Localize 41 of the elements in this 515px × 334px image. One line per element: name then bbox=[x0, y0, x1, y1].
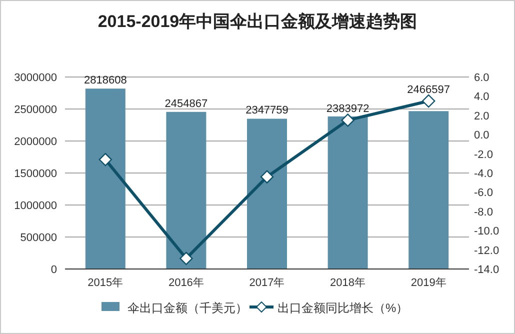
point bbox=[180, 252, 193, 266]
bar bbox=[166, 112, 206, 269]
y2-tick-label: -4.0 bbox=[474, 168, 493, 180]
y2-tick-label: -8.0 bbox=[474, 206, 493, 218]
y2-tick-label: 4.0 bbox=[474, 91, 490, 104]
legend-label: 出口金额同比增长（%） bbox=[278, 301, 408, 315]
data-label: 2466597 bbox=[407, 84, 450, 96]
data-label: 2383972 bbox=[326, 103, 370, 116]
y2-tick-label: 0.0 bbox=[474, 130, 490, 142]
y-tick-label: 0 bbox=[50, 264, 57, 276]
bar bbox=[247, 118, 287, 269]
bar bbox=[408, 111, 449, 269]
point bbox=[260, 170, 274, 184]
y2-tick-label: -10.0 bbox=[474, 226, 500, 238]
data-label: 2347759 bbox=[246, 104, 288, 117]
data-label: 2818608 bbox=[84, 74, 127, 87]
bar bbox=[328, 116, 368, 269]
y2-tick-label: -12.0 bbox=[474, 244, 500, 257]
x-tick-label: 2019年 bbox=[410, 277, 446, 289]
y2-tick-label: 6.0 bbox=[474, 72, 490, 84]
point bbox=[98, 152, 112, 166]
y2-tick-label: 2.0 bbox=[474, 110, 490, 122]
x-tick-label: 2016年 bbox=[168, 277, 204, 289]
legend-label: 伞出口金额（千美元） bbox=[128, 301, 248, 315]
y2-tick-label: -14.0 bbox=[474, 264, 500, 276]
point bbox=[422, 94, 436, 108]
point bbox=[341, 114, 354, 127]
data-label: 2454867 bbox=[164, 98, 208, 110]
y2-tick-label: -2.0 bbox=[474, 148, 493, 161]
y-tick-label: 3000000 bbox=[14, 72, 57, 84]
bar bbox=[85, 88, 126, 269]
chart-title: 2015-2019年中国伞出口金额及增速趋势图 bbox=[98, 12, 418, 31]
y-tick-label: 1500000 bbox=[14, 168, 57, 180]
y-tick-label: 2000000 bbox=[14, 136, 57, 148]
y2-tick-label: -6.0 bbox=[474, 187, 493, 200]
y-tick-label: 500000 bbox=[20, 232, 57, 244]
y-tick-label: 2500000 bbox=[14, 104, 57, 116]
x-tick-label: 2017年 bbox=[249, 277, 285, 289]
x-tick-label: 2015年 bbox=[88, 277, 124, 289]
x-tick-label: 2018年 bbox=[330, 277, 366, 289]
y-tick-label: 1000000 bbox=[14, 200, 57, 212]
